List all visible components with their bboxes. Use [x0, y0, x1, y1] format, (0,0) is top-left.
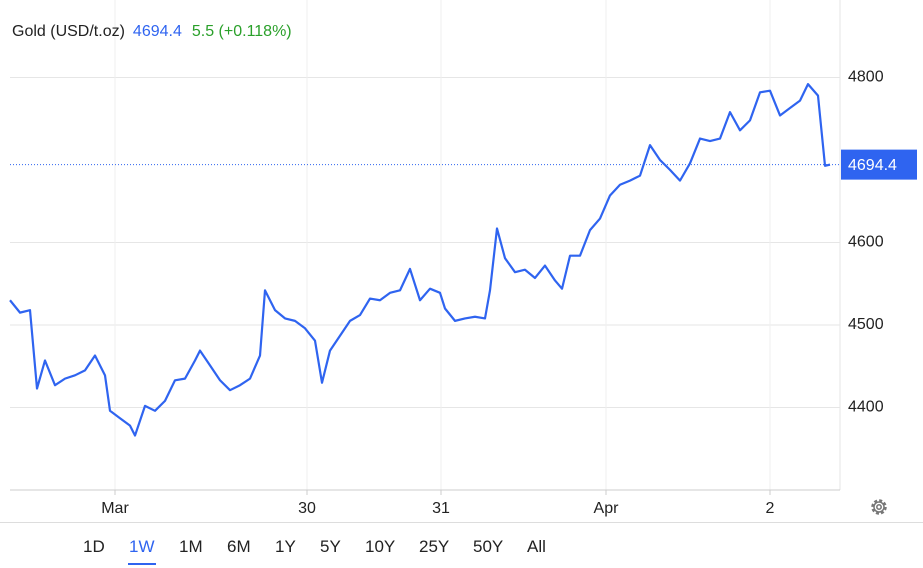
current-price-badge [841, 149, 917, 180]
range-tab[interactable]: All [527, 537, 546, 556]
range-tab[interactable]: 1D [83, 537, 105, 556]
range-tab[interactable]: 50Y [473, 537, 504, 556]
settings-icon[interactable] [871, 499, 887, 515]
x-tick-label: 2 [766, 500, 775, 517]
current-price: 4694.4 [133, 23, 182, 40]
range-tab[interactable]: 25Y [419, 537, 450, 556]
current-price-label: 4694.4 [848, 157, 897, 174]
x-tick-label: Apr [594, 500, 620, 517]
price-change: 5.5 (+0.118%) [192, 23, 292, 40]
range-tab[interactable]: 1W [128, 531, 156, 565]
x-tick-label: 30 [298, 500, 316, 517]
y-tick-label: 4500 [848, 316, 884, 333]
chart-title: Gold (USD/t.oz) [12, 23, 125, 40]
grid [10, 0, 840, 490]
y-tick-label: 4800 [848, 69, 884, 86]
price-line [9, 83, 831, 437]
range-tabs: 1D 1W 1M 6M 1Y 5Y 10Y 25Y 50Y All [0, 522, 923, 568]
range-tab[interactable]: 1Y [275, 537, 296, 556]
range-tab[interactable]: 6M [227, 537, 251, 556]
y-tick-label: 4400 [848, 399, 884, 416]
range-tab[interactable]: 5Y [320, 537, 341, 556]
range-tab[interactable]: 1M [179, 537, 203, 556]
y-tick-label: 4600 [848, 234, 884, 251]
x-tick-label: Mar [101, 500, 129, 517]
range-tab[interactable]: 10Y [365, 537, 396, 556]
x-tick-label: 31 [432, 500, 450, 517]
chart: Gold (USD/t.oz) 4694.4 5.5 (+0.118%) 440… [9, 0, 917, 517]
